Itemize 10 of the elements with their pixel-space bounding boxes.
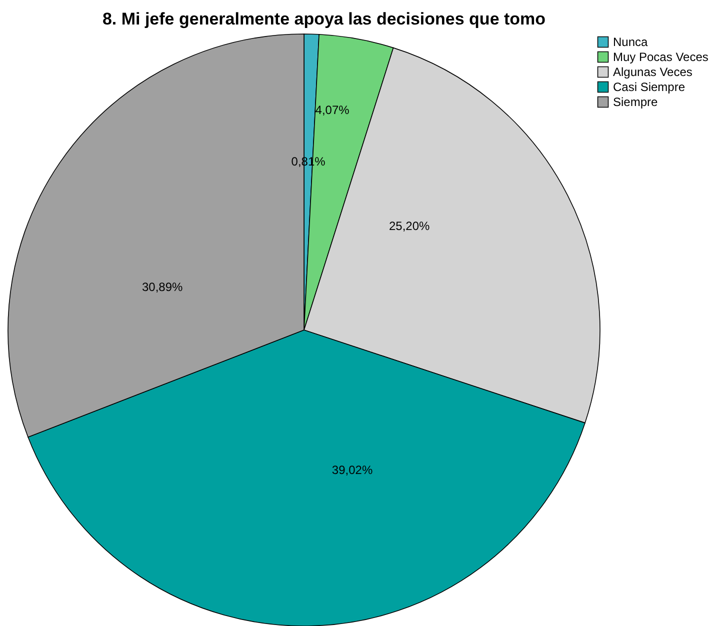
legend-label: Muy Pocas Veces — [613, 50, 708, 64]
data-label: 39,02% — [332, 462, 373, 477]
data-label: 4,07% — [315, 102, 350, 117]
chart-title: 8. Mi jefe generalmente apoya las decisiones que tomo — [102, 9, 546, 28]
legend-label: Algunas Veces — [613, 65, 692, 79]
legend-label: Casi Siempre — [613, 80, 686, 94]
data-label: 25,20% — [388, 219, 430, 234]
legend-label: Siempre — [613, 95, 658, 109]
data-label: 30,89% — [142, 280, 184, 294]
legend-label: Nunca — [613, 35, 648, 49]
